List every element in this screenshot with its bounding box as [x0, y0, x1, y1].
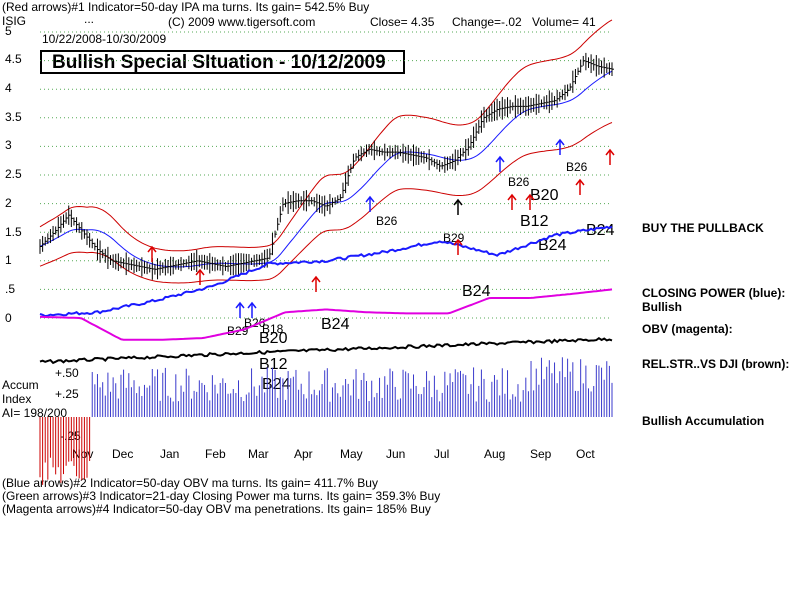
signal-arrow-head	[247, 301, 257, 309]
y-tick-label: 2	[5, 196, 12, 210]
month-label: Nov	[72, 447, 94, 461]
header-dots: ...	[84, 12, 95, 26]
y-tick-label: 3	[5, 138, 12, 152]
month-label: Jun	[386, 447, 406, 461]
signal-label: B24	[538, 237, 567, 254]
month-label: Apr	[294, 447, 313, 461]
y-tick-label: .5	[5, 282, 16, 296]
y-tick-label: 3.5	[5, 110, 22, 124]
accumulation-status: Bullish Accumulation	[642, 414, 765, 428]
signal-label: B20	[530, 187, 559, 204]
accum-title-2: Index	[2, 392, 32, 406]
closing-power-label: CLOSING POWER (blue):	[642, 286, 786, 300]
y-tick-label: 4	[5, 81, 12, 95]
footer-indicator-line: (Green arrows)#3 Indicator=21-day Closin…	[2, 489, 441, 503]
relstr-label: REL.STR..VS DJI (brown):	[642, 357, 790, 371]
footer-indicator-line: (Magenta arrows)#4 Indicator=50-day OBV …	[2, 502, 431, 516]
signal-arrow-head	[195, 268, 205, 276]
signal-arrow-head	[453, 238, 463, 246]
accum-title: Accum	[2, 378, 39, 392]
month-label: Jul	[434, 447, 450, 461]
obv-line	[40, 288, 613, 341]
signal-label: B12	[520, 213, 549, 230]
signal-arrow-head	[507, 193, 517, 201]
signal-arrow-head	[525, 193, 535, 201]
signal-label: B24	[462, 283, 491, 300]
copyright-text: (C) 2009 www.tigersoft.com	[168, 15, 316, 29]
y-tick-label: 4.5	[5, 52, 22, 66]
chart-title-box: Bullish Special SItuation - 10/12/2009	[40, 50, 405, 74]
signal-arrow-head	[235, 301, 245, 309]
ticker-symbol: ISIG	[2, 14, 27, 28]
accum-tick-label: -.25	[60, 429, 81, 443]
month-label: May	[340, 447, 363, 461]
change-value: Change=-.02	[452, 15, 522, 29]
accum-tick-label: +.50	[55, 366, 79, 380]
upper-band-line	[39, 19, 613, 252]
signal-label: B18	[262, 322, 284, 336]
moving-average-line	[39, 70, 613, 268]
date-range: 10/22/2008-10/30/2009	[42, 32, 167, 46]
close-value: Close= 4.35	[370, 15, 435, 29]
signal-label: B12	[259, 356, 288, 373]
signal-label: B26	[376, 214, 398, 228]
signal-arrow-head	[453, 198, 463, 206]
y-tick-label: 2.5	[5, 167, 22, 181]
signal-arrow-head	[495, 155, 505, 163]
month-label: Oct	[576, 447, 595, 461]
y-tick-label: 1.5	[5, 225, 22, 239]
signal-arrow-head	[575, 178, 585, 186]
relative-strength-line	[39, 336, 613, 365]
volume-value: Volume= 41	[532, 15, 596, 29]
month-label: Aug	[484, 447, 506, 461]
signal-arrow-head	[311, 275, 321, 283]
signal-arrow-head	[605, 148, 615, 156]
closing-power-line	[39, 225, 613, 318]
signal-label: B24	[321, 316, 350, 333]
signal-label: B20	[259, 330, 288, 347]
y-tick-label: 0	[5, 311, 12, 325]
chart-title: Bullish Special SItuation - 10/12/2009	[52, 52, 386, 73]
accum-tick-label: +.25	[55, 387, 79, 401]
month-label: Dec	[112, 447, 134, 461]
lower-band-line	[39, 122, 613, 284]
y-tick-label: 1	[5, 253, 12, 267]
signal-label: B26	[508, 175, 530, 189]
signal-arrow-head	[365, 195, 375, 203]
signal-arrow-head	[555, 138, 565, 146]
signal-arrow-head	[147, 245, 157, 253]
y-tick-label: 5	[5, 24, 12, 38]
closing-power-status: Bullish	[642, 300, 683, 314]
accum-index-value: AI= 198/200	[2, 406, 68, 420]
month-label: Sep	[530, 447, 552, 461]
month-label: Mar	[248, 447, 269, 461]
month-label: Feb	[205, 447, 226, 461]
obv-label: OBV (magenta):	[642, 322, 733, 336]
buy-the-pullback-label: BUY THE PULLBACK	[642, 221, 764, 235]
footer-indicator-line: (Blue arrows)#2 Indicator=50-day OBV ma …	[2, 476, 378, 490]
signal-label: B26	[566, 160, 588, 174]
header-indicator-line: (Red arrows)#1 Indicator=50-day IPA ma t…	[2, 0, 370, 14]
month-label: Jan	[160, 447, 180, 461]
